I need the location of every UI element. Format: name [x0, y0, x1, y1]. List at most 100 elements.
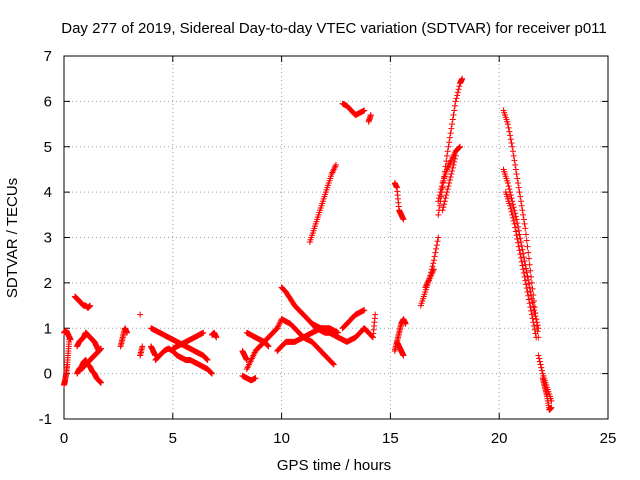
data-point — [520, 250, 527, 257]
data-point — [513, 232, 520, 239]
data-point — [454, 92, 461, 99]
y-axis-label: SDTVAR / TECUs — [4, 178, 21, 298]
data-point — [528, 291, 535, 298]
data-point — [534, 322, 541, 329]
data-point — [438, 183, 445, 190]
data-point — [200, 329, 207, 336]
data-point — [516, 189, 523, 196]
data-point — [361, 307, 368, 314]
data-point — [520, 211, 527, 218]
data-point — [533, 316, 540, 323]
data-point — [528, 279, 535, 286]
data-point — [437, 189, 444, 196]
data-point — [507, 132, 514, 139]
y-tick-label: 1 — [44, 320, 52, 337]
data-point — [506, 186, 513, 193]
data-point — [97, 345, 104, 352]
data-point — [432, 249, 439, 256]
data-point — [450, 111, 457, 118]
data-point — [527, 267, 534, 274]
data-point — [530, 319, 537, 326]
data-point — [525, 255, 532, 262]
data-point — [519, 207, 526, 214]
data-point — [511, 157, 518, 164]
data-point — [459, 75, 466, 82]
data-point — [454, 89, 461, 96]
data-point — [517, 254, 524, 261]
data-point — [520, 270, 527, 277]
data-point — [447, 130, 454, 137]
data-point — [517, 198, 524, 205]
data-point — [97, 379, 104, 386]
data-point — [513, 170, 520, 177]
data-point — [505, 183, 512, 190]
data-point — [536, 355, 543, 362]
data-point — [203, 356, 210, 363]
data-point — [204, 357, 211, 364]
x-tick-label: 10 — [273, 430, 290, 447]
data-point — [330, 360, 337, 367]
data-point — [446, 134, 453, 141]
data-point — [520, 216, 527, 223]
x-tick-label: 5 — [169, 430, 177, 447]
x-axis-label: GPS time / hours — [277, 457, 391, 474]
y-tick-label: 2 — [44, 275, 52, 292]
data-point — [509, 143, 516, 150]
data-point — [519, 262, 526, 269]
grid — [64, 56, 608, 419]
data-point — [369, 333, 376, 340]
data-point — [519, 246, 526, 253]
data-point — [510, 152, 517, 159]
data-point — [457, 143, 464, 150]
data-point — [532, 330, 539, 337]
data-point — [452, 98, 459, 105]
y-tick-label: 6 — [44, 93, 52, 110]
data-point — [525, 296, 532, 303]
data-point — [208, 369, 215, 376]
data-point — [521, 273, 528, 280]
data-point — [522, 225, 529, 232]
data-point — [521, 220, 528, 227]
data-point — [372, 311, 379, 318]
data-point — [452, 152, 459, 159]
data-point — [518, 258, 525, 265]
data-point — [535, 325, 542, 332]
data-point — [505, 124, 512, 131]
data-point — [449, 121, 456, 128]
data-point — [512, 161, 519, 168]
data-point — [529, 315, 536, 322]
data-point — [444, 186, 451, 193]
data-point — [451, 102, 458, 109]
y-tick-label: 0 — [44, 366, 52, 383]
data-point — [443, 158, 450, 165]
data-point — [444, 148, 451, 155]
data-point — [448, 170, 455, 177]
data-point — [517, 193, 524, 200]
data-point — [447, 174, 454, 180]
ticks: 0 5 10 15 20 25 -1 0 1 2 3 4 5 6 7 — [39, 48, 617, 447]
data-point — [520, 266, 527, 273]
data-point — [531, 307, 538, 314]
data-point — [456, 144, 463, 151]
data-point — [528, 273, 535, 280]
y-tick-label: -1 — [39, 411, 52, 428]
data-point — [435, 198, 442, 205]
data-point — [456, 83, 463, 90]
data-point — [515, 184, 522, 191]
data-point — [523, 269, 530, 276]
data-point — [508, 195, 515, 202]
data-point — [514, 236, 521, 243]
y-tick-label: 3 — [44, 230, 52, 247]
data-point — [517, 239, 524, 246]
data-point — [451, 155, 458, 162]
data-point — [124, 329, 131, 336]
data-point — [514, 220, 521, 227]
data-point — [524, 273, 531, 280]
data-point — [208, 370, 215, 377]
data-point — [520, 254, 527, 261]
data-point — [521, 257, 528, 264]
data-point — [536, 358, 543, 365]
data-point — [516, 231, 523, 238]
data-point — [515, 180, 522, 187]
data-point — [538, 367, 545, 374]
